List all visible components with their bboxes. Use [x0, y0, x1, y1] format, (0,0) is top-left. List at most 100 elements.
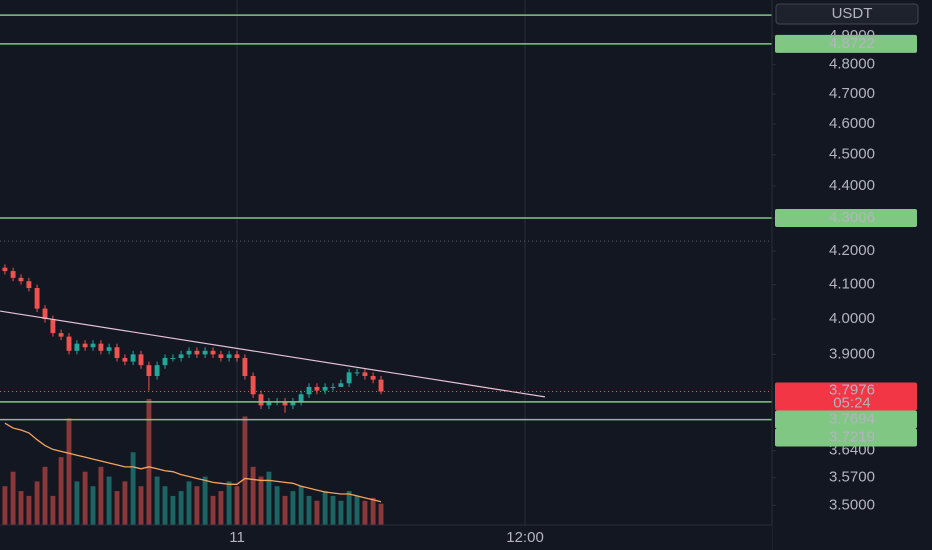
candle-body [2, 267, 8, 272]
candle-body [266, 401, 272, 406]
candle-body [162, 357, 168, 366]
volume-bar [210, 495, 216, 525]
y-tick-label: 4.1000 [829, 276, 875, 293]
volume-bar [218, 491, 224, 525]
candle-body [234, 354, 240, 358]
volume-bar [290, 491, 296, 525]
volume-bar [122, 481, 128, 525]
volume-bar [178, 491, 184, 525]
volume-bar [106, 476, 112, 525]
volume-bar [138, 486, 144, 525]
candle-body [298, 394, 304, 402]
price-label-box [775, 382, 917, 411]
y-tick-label: 4.0000 [829, 310, 875, 327]
level-label: 3.7694 [829, 410, 875, 427]
candle-body [186, 350, 192, 355]
volume-ma-line [4, 422, 382, 503]
candle-body [250, 376, 256, 395]
volume-bar [298, 486, 304, 525]
volume-bar [362, 500, 368, 525]
volume-bar [74, 481, 80, 525]
volume-bar [370, 497, 376, 525]
y-tick-label: 3.9000 [829, 345, 875, 362]
candle-body [346, 372, 352, 384]
volume-bar [66, 418, 72, 525]
volume-bar [226, 481, 232, 525]
trendline [0, 310, 546, 398]
volume-bar [274, 486, 280, 525]
volume-bar [306, 495, 312, 525]
candle-body [18, 277, 24, 282]
volume-bar [10, 471, 16, 525]
candle-body [114, 347, 120, 358]
price-label: 3.7976 [829, 381, 875, 398]
candle-body [122, 357, 128, 362]
y-tick-label: 4.8000 [829, 56, 875, 73]
level-label-box [775, 428, 917, 447]
volume-bar [34, 481, 40, 525]
candle-body [178, 354, 184, 358]
volume-bar [90, 486, 96, 525]
volume-bar [354, 495, 360, 525]
volume-bar [146, 399, 152, 525]
candle-body [282, 401, 288, 406]
volume-bar [58, 457, 64, 525]
volume-bar [314, 500, 320, 525]
level-label: 3.7219 [829, 428, 875, 445]
volume-bar [170, 495, 176, 525]
candle-body [98, 343, 104, 351]
y-tick-label: 3.5700 [829, 469, 875, 486]
volume-bar [338, 500, 344, 525]
candle-body [34, 288, 40, 309]
volume-bar [26, 495, 32, 525]
y-tick-label: 4.4000 [829, 177, 875, 194]
volume-bar [18, 491, 24, 525]
candle-body [194, 350, 200, 355]
candle-body [338, 383, 344, 387]
candle-body [226, 354, 232, 358]
candle-body [210, 350, 216, 355]
candle-body [362, 372, 368, 377]
volume-bar [98, 466, 104, 525]
level-label: 4.8722 [829, 35, 875, 52]
volume-bar [42, 466, 48, 525]
y-tick-label: 4.5000 [829, 146, 875, 163]
price-axis-bg [772, 0, 932, 550]
volume-bar [82, 471, 88, 525]
candle-body [106, 347, 112, 351]
volume-bar [114, 491, 120, 525]
volume-bar [194, 486, 200, 525]
volume-bar [130, 452, 136, 525]
candle-body [146, 365, 152, 377]
candle-body [258, 394, 264, 406]
x-tick-label: 12:00 [506, 529, 544, 546]
candle-body [58, 333, 64, 337]
x-tick-label: 11 [229, 529, 245, 546]
volume-bar [2, 486, 8, 525]
candle-body [66, 336, 72, 351]
volume-bar [154, 476, 160, 525]
level-label-box [775, 410, 917, 429]
candle-body [314, 386, 320, 391]
candle-body [242, 357, 248, 377]
currency-box [775, 3, 919, 25]
volume-bar [330, 495, 336, 525]
candle-body [330, 386, 336, 388]
level-label: 4.3006 [829, 209, 875, 226]
volume-bar [162, 486, 168, 525]
candle-body [42, 308, 48, 320]
candle-body [378, 379, 384, 392]
level-label-box [775, 34, 917, 53]
y-tick-label: 3.5000 [829, 496, 875, 513]
candle-body [26, 281, 32, 289]
candle-body [90, 343, 96, 348]
candle-body [138, 354, 144, 366]
volume-bar [378, 503, 384, 525]
volume-bar [266, 471, 272, 525]
candle-body [74, 343, 80, 351]
candle-body [154, 365, 160, 377]
candle-body [82, 343, 88, 348]
candle-body [50, 319, 56, 334]
